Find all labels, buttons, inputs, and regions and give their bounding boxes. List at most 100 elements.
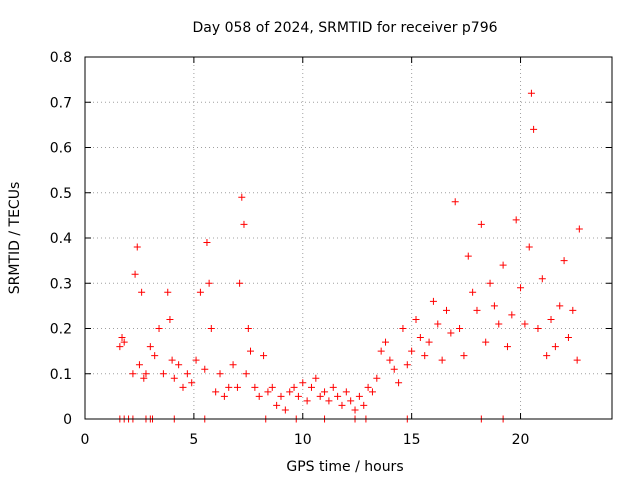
data-point — [508, 311, 516, 319]
data-point — [551, 343, 559, 351]
data-point — [159, 370, 167, 378]
y-tick-label: 0.2 — [50, 322, 72, 338]
data-point — [482, 338, 490, 346]
data-point — [338, 401, 346, 409]
data-point — [499, 261, 507, 269]
data-point — [517, 284, 525, 292]
chart-title: Day 058 of 2024, SRMTID for receiver p79… — [192, 20, 497, 36]
data-point — [534, 325, 542, 332]
data-point — [131, 270, 139, 278]
data-point — [464, 252, 472, 260]
data-point — [399, 325, 407, 332]
x-axis-label: GPS time / hours — [286, 459, 403, 475]
data-point — [556, 302, 564, 310]
data-point — [201, 365, 209, 373]
y-tick-label: 0.6 — [50, 141, 72, 157]
data-point — [490, 302, 498, 310]
data-point — [236, 279, 244, 287]
data-point — [447, 329, 455, 337]
data-point — [179, 383, 187, 391]
data-point — [373, 374, 381, 382]
data-point — [360, 401, 368, 409]
data-point — [212, 388, 220, 396]
data-point — [277, 392, 285, 400]
data-point — [170, 374, 178, 382]
data-point — [242, 370, 250, 378]
y-tick-label: 0.3 — [50, 276, 72, 292]
data-point — [273, 401, 281, 409]
y-tick-label: 0.1 — [50, 367, 72, 383]
data-point — [564, 334, 572, 342]
data-point — [281, 406, 289, 414]
data-point — [395, 379, 403, 387]
data-point — [207, 325, 215, 332]
data-point — [146, 343, 154, 351]
axis-ticks: 0 0.1 0.2 0.3 0.4 0.5 0.6 0.7 0.8 0 5 10 15 20 — [50, 50, 612, 448]
data-point — [129, 370, 137, 378]
data-point — [168, 356, 176, 364]
data-point — [290, 383, 298, 391]
data-point — [118, 334, 126, 342]
y-tick-label: 0.8 — [50, 50, 72, 66]
data-point — [569, 306, 577, 314]
data-point — [240, 220, 248, 228]
data-point — [329, 383, 337, 391]
grid-lines — [85, 57, 612, 419]
data-point — [408, 347, 416, 355]
data-point — [403, 361, 411, 369]
data-point — [120, 338, 128, 346]
data-point — [244, 325, 252, 332]
data-point — [560, 257, 568, 265]
data-point — [425, 338, 433, 346]
data-point — [495, 320, 503, 328]
data-point — [260, 352, 268, 360]
data-point — [334, 392, 342, 400]
data-point — [538, 275, 546, 283]
data-point — [233, 383, 241, 391]
data-point — [503, 343, 511, 351]
data-point — [133, 243, 141, 251]
data-point — [486, 279, 494, 287]
data-point — [438, 356, 446, 364]
data-point — [307, 383, 315, 391]
data-point — [164, 288, 172, 296]
data-point — [543, 352, 551, 360]
data-point — [138, 288, 146, 296]
data-point — [547, 315, 555, 323]
data-point — [442, 306, 450, 314]
data-point — [255, 392, 263, 400]
data-point — [473, 306, 481, 314]
data-point — [575, 225, 583, 233]
y-tick-label: 0.7 — [50, 95, 72, 111]
data-point — [247, 347, 255, 355]
data-point — [429, 297, 437, 305]
data-point — [225, 383, 233, 391]
data-point — [421, 352, 429, 360]
data-point — [382, 338, 390, 346]
data-point — [530, 125, 538, 133]
data-point — [477, 220, 485, 228]
data-point — [151, 352, 159, 360]
x-tick-label: 0 — [81, 432, 90, 448]
data-point — [377, 347, 385, 355]
data-point — [321, 388, 329, 396]
y-axis-label: SRMTID / TECUs — [7, 182, 23, 295]
data-point — [416, 334, 424, 342]
data-point — [312, 374, 320, 382]
data-point — [183, 370, 191, 378]
data-point — [286, 388, 294, 396]
data-point — [521, 320, 529, 328]
data-point — [116, 343, 124, 351]
data-point — [434, 320, 442, 328]
data-point — [355, 392, 363, 400]
data-point — [135, 361, 143, 369]
data-point — [412, 315, 420, 323]
data-point — [386, 356, 394, 364]
data-point — [220, 392, 228, 400]
data-point — [316, 392, 324, 400]
data-point — [229, 361, 237, 369]
data-point — [527, 89, 535, 97]
data-point — [268, 383, 276, 391]
